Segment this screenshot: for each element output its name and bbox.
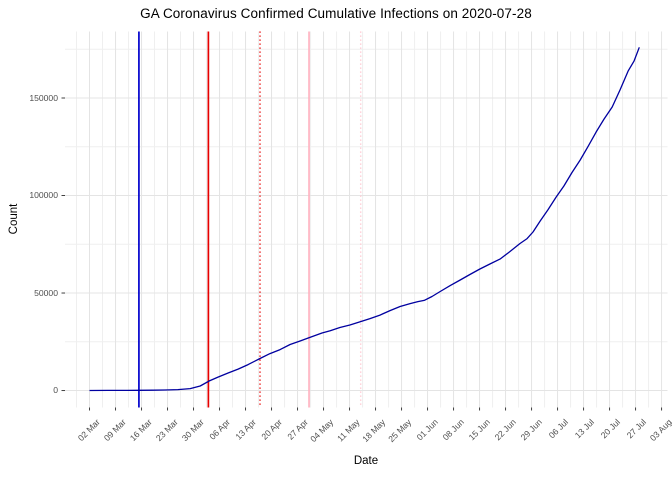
y-tick-label: 150000 xyxy=(29,92,58,103)
y-tick-label: 50000 xyxy=(34,287,58,298)
grid-major xyxy=(65,31,668,408)
reference-vlines xyxy=(138,31,362,408)
y-tick-label: 0 xyxy=(53,385,58,396)
y-tick-label: 100000 xyxy=(29,190,58,200)
x-axis-title: Date xyxy=(353,455,379,467)
data-line xyxy=(89,47,640,392)
axis-tick-marks xyxy=(61,97,663,411)
grid-minor xyxy=(65,31,668,408)
chart-title: GA Coronavirus Confirmed Cumulative Infe… xyxy=(140,6,532,21)
